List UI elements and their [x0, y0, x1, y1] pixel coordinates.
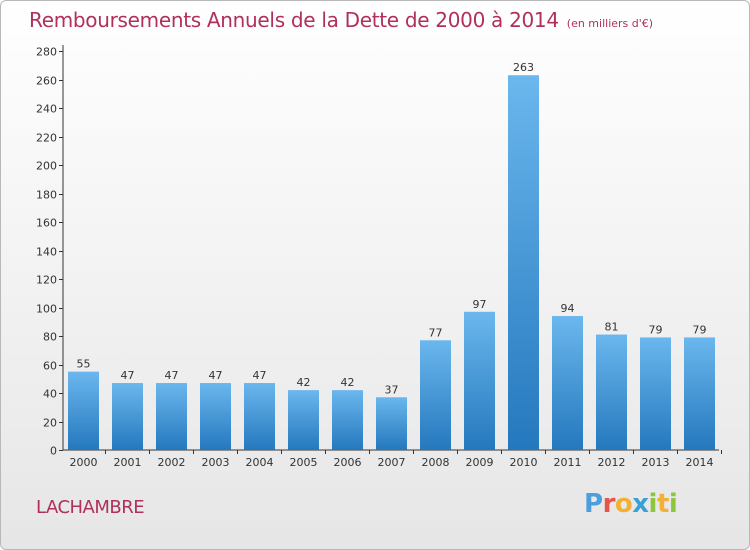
logo-letter: x — [632, 489, 649, 519]
bar — [508, 75, 539, 450]
bar-value-label: 42 — [341, 376, 355, 389]
bar-value-label: 77 — [429, 326, 443, 339]
bar — [244, 383, 275, 450]
y-tick-label: 100 — [36, 303, 57, 316]
bar — [332, 390, 363, 450]
bar — [68, 371, 99, 450]
y-tick-label: 260 — [36, 75, 57, 88]
bar-value-label: 47 — [253, 369, 267, 382]
bar-value-label: 263 — [513, 61, 534, 74]
x-tick-label: 2011 — [554, 456, 582, 469]
commune-name: LACHAMBRE — [36, 497, 145, 518]
y-tick-label: 160 — [36, 217, 57, 230]
bar — [464, 311, 495, 450]
bar — [640, 337, 671, 450]
bar-value-label: 47 — [209, 369, 223, 382]
x-tick-label: 2012 — [598, 456, 626, 469]
y-tick-label: 80 — [43, 331, 57, 344]
x-tick-label: 2009 — [466, 456, 494, 469]
x-tick-label: 2005 — [290, 456, 318, 469]
bar-value-label: 79 — [649, 323, 663, 336]
x-tick-label: 2000 — [70, 456, 98, 469]
y-tick-label: 280 — [36, 46, 57, 59]
logo-letter: i — [648, 489, 658, 519]
bar-value-label: 37 — [385, 383, 399, 396]
bar — [376, 397, 407, 450]
bar-value-label: 55 — [77, 358, 91, 371]
bar-value-label: 97 — [473, 298, 487, 311]
y-tick-label: 240 — [36, 103, 57, 116]
x-tick-label: 2010 — [510, 456, 538, 469]
bar-value-label: 94 — [561, 302, 575, 315]
y-tick-label: 140 — [36, 246, 57, 259]
logo-letter: P — [584, 489, 603, 519]
x-tick-label: 2003 — [202, 456, 230, 469]
bar — [156, 383, 187, 450]
x-tick-label: 2014 — [686, 456, 714, 469]
bar — [200, 383, 231, 450]
plot-area: 0 20 40 60 80 100 120 140 160 180 200 220 240 260 280 5… — [36, 45, 722, 469]
bar-value-label: 47 — [121, 369, 135, 382]
chart-subtitle: (en milliers d'€) — [566, 17, 654, 30]
logo-letter: r — [602, 489, 616, 519]
x-tick-label: 2013 — [642, 456, 670, 469]
chart-title-text: Remboursements Annuels de la Dette de 20… — [29, 8, 559, 32]
y-tick-label: 180 — [36, 189, 57, 202]
y-tick-label: 60 — [43, 360, 57, 373]
logo-letter: o — [614, 489, 633, 519]
x-tick-label: 2001 — [114, 456, 142, 469]
bar — [420, 340, 451, 450]
bar — [596, 334, 627, 450]
bar-value-label: 47 — [165, 369, 179, 382]
y-tick-label: 40 — [43, 388, 57, 401]
x-tick-label: 2008 — [422, 456, 450, 469]
bar-value-label: 79 — [693, 323, 707, 336]
logo-letter: t — [656, 489, 669, 519]
bar — [684, 337, 715, 450]
y-tick-label: 20 — [43, 417, 57, 430]
bar-value-label: 42 — [297, 376, 311, 389]
x-tick-label: 2007 — [378, 456, 406, 469]
y-tick-label: 120 — [36, 274, 57, 287]
x-tick-label: 2006 — [334, 456, 362, 469]
y-tick-label: 200 — [36, 160, 57, 173]
logo-letter: i — [668, 489, 678, 519]
bar-value-label: 81 — [605, 321, 619, 334]
chart-title: Remboursements Annuels de la Dette de 20… — [29, 8, 653, 32]
y-tick-label: 220 — [36, 132, 57, 145]
bar — [552, 316, 583, 450]
bar — [288, 390, 319, 450]
proxiti-logo: Proxiti — [584, 489, 678, 519]
bar — [112, 383, 143, 450]
y-tick-label: 0 — [50, 445, 57, 458]
x-tick-label: 2004 — [246, 456, 274, 469]
x-tick-label: 2002 — [158, 456, 186, 469]
